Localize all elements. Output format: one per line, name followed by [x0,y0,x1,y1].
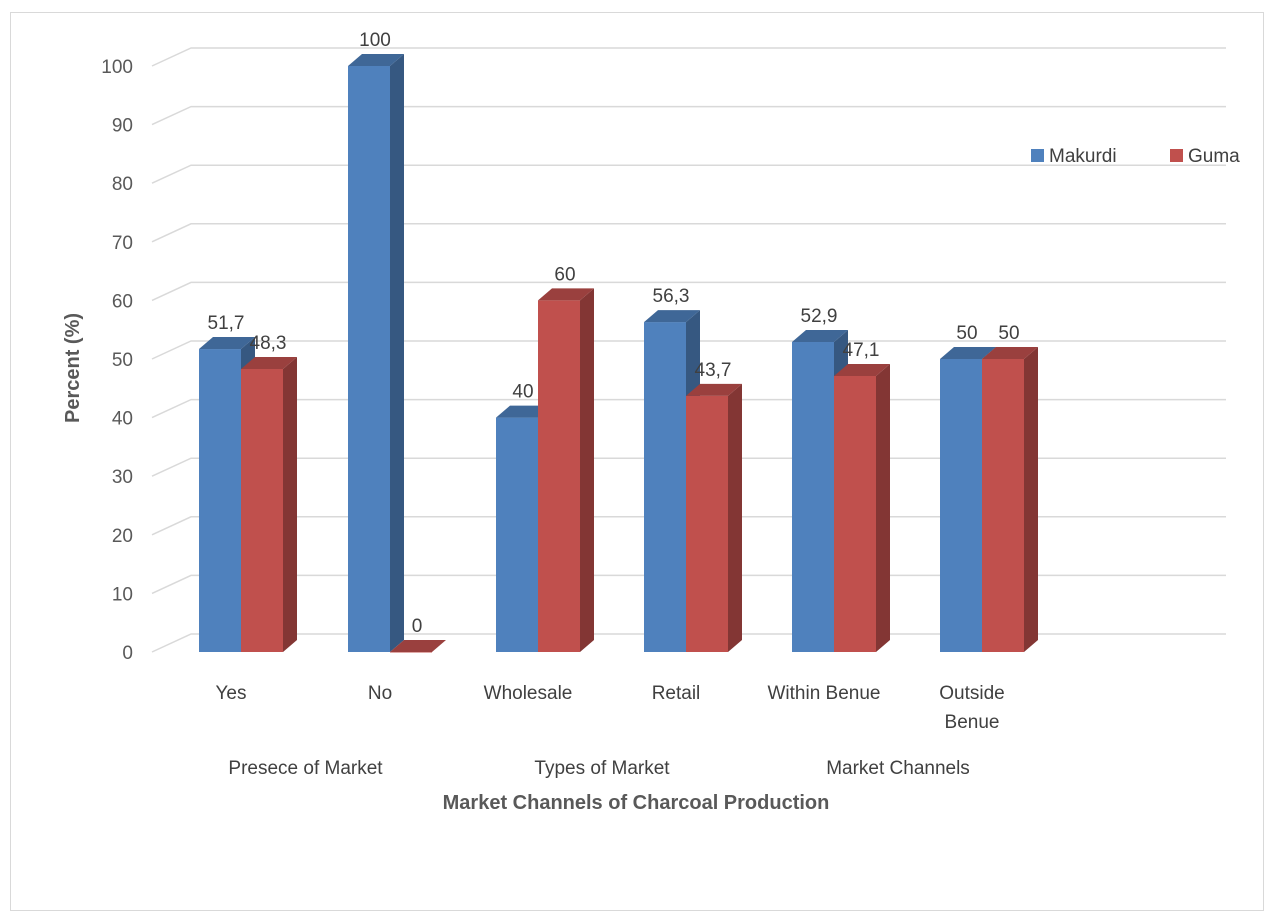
data-label: 48,3 [250,333,287,354]
bar-top [940,347,996,359]
legend-swatch [1170,149,1183,162]
x-category-label: Benue [945,712,1000,733]
data-label: 60 [554,264,575,285]
y-tick-label: 40 [112,409,133,430]
data-label: 43,7 [695,360,732,381]
y-axis-ticks: 0 10 20 30 40 50 60 70 80 90 100 [101,57,133,664]
bar [241,356,297,652]
bar [348,54,404,652]
bar-side [580,288,594,652]
bar-top [686,383,742,396]
gridline [151,223,1226,243]
x-category-label: Yes [216,683,247,704]
bar-top [982,347,1038,359]
bar-side [390,54,404,652]
y-tick-label: 100 [101,57,133,78]
bar [686,383,742,652]
legend-label: Guma [1188,146,1240,167]
y-axis-title: Percent (%) [62,313,84,423]
bars [199,54,1038,653]
x-axis-groups: Presece of Market Types of Market Market C… [228,758,969,779]
x-category-label: Retail [652,683,701,704]
bar-side [1024,347,1038,652]
data-label: 50 [998,323,1019,344]
data-labels: 51,748,3 100 0 40 60 56,3 43,7 52,947,1 50 50 [208,30,1020,637]
bar-top [538,288,594,301]
x-group-label: Types of Market [534,758,670,779]
y-tick-label: 50 [112,350,133,371]
x-axis-categories: Yes No Wholesale Retail Within Benue Outside B… [216,683,1005,733]
gridline [151,281,1226,302]
bar-front [834,375,876,652]
bar-top [644,310,700,323]
bar-side [728,383,742,652]
bar [538,288,594,652]
y-tick-label: 90 [112,116,133,137]
bar [834,363,890,652]
bar-top [241,356,297,369]
x-category-label: Within Benue [767,683,880,704]
y-tick-label: 80 [112,174,133,195]
bar-front [496,417,538,652]
bar-front [982,359,1024,652]
bar-front [348,66,390,652]
gridline [151,105,1226,126]
legend: Makurdi Guma [1031,146,1240,167]
bar-front [644,322,686,652]
bar-front [940,359,982,652]
x-category-label: No [368,683,392,704]
bar-front [241,368,283,652]
legend-swatch [1031,149,1044,162]
bar-front [792,342,834,652]
bar-top [792,330,848,343]
x-axis-title: Market Channels of Charcoal Production [443,792,830,814]
data-label: 56,3 [653,286,690,307]
bar-side [283,356,297,652]
bar-front [538,300,580,652]
y-tick-label: 70 [112,233,133,254]
bar-front [199,349,241,652]
gridline [151,340,1226,360]
data-label: 50 [956,323,977,344]
bar-top [199,337,255,350]
y-tick-label: 60 [112,291,133,312]
gridline [151,47,1226,67]
bar-side [876,363,890,652]
x-group-label: Market Channels [826,758,970,779]
bar-front [686,395,728,652]
legend-label: Makurdi [1049,146,1117,167]
y-tick-label: 30 [112,467,133,488]
bar-top [834,363,890,376]
data-label: 40 [512,382,533,403]
data-label: 47,1 [843,340,880,361]
bar [982,347,1038,652]
data-label: 0 [412,616,423,637]
x-category-label: Outside [939,683,1004,704]
bar [390,640,446,653]
bar-top [390,640,446,652]
y-tick-label: 20 [112,526,133,547]
bar-top [348,54,404,66]
x-group-label: Presece of Market [228,758,383,779]
data-label: 51,7 [208,313,245,334]
data-label: 100 [359,30,391,51]
bar-front [390,652,432,653]
gridline [151,164,1226,184]
data-label: 52,9 [801,306,838,327]
x-category-label: Wholesale [484,683,573,704]
y-tick-label: 0 [122,643,133,664]
y-tick-label: 10 [112,584,133,605]
